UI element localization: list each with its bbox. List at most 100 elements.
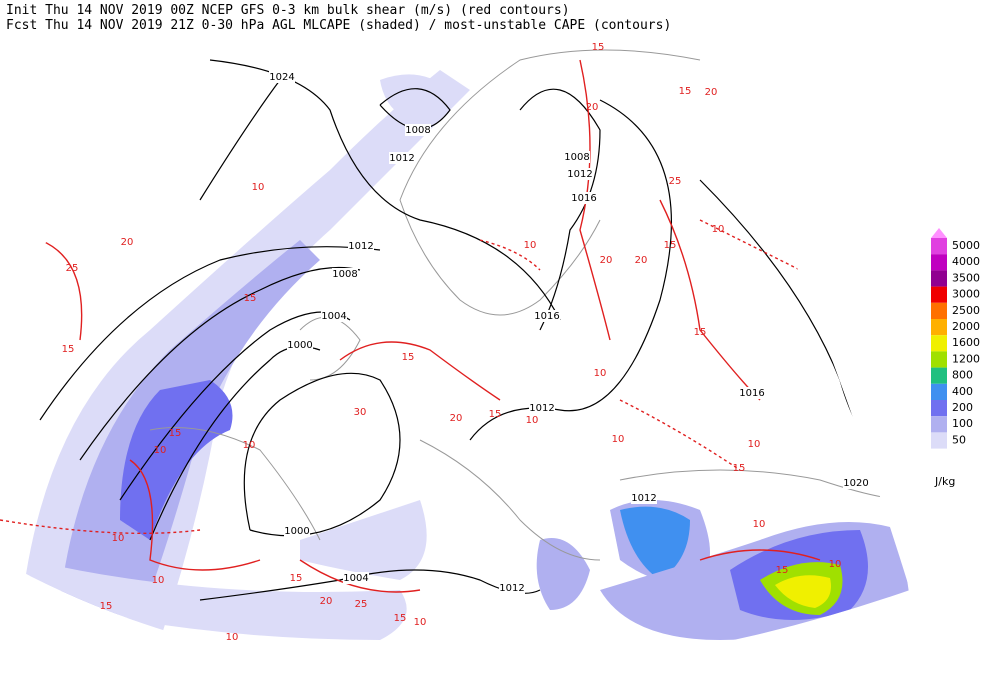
isobar-label: 1008 xyxy=(332,269,357,280)
legend-label: 4000 xyxy=(952,255,980,268)
shear-label: 10 xyxy=(154,445,167,456)
shear-label: 15 xyxy=(402,352,415,363)
isobar-label: 1020 xyxy=(843,478,868,489)
shear-label: 15 xyxy=(394,613,407,624)
legend-label: 400 xyxy=(952,385,973,398)
shear-label: 20 xyxy=(600,255,613,266)
isobar-label: 1008 xyxy=(405,125,430,136)
legend-label: 3500 xyxy=(952,271,980,284)
contour-labels: 1024 1008 1012 1008 1012 1016 1012 1008 1004 1000… xyxy=(62,42,869,643)
isobar-label: 1024 xyxy=(269,72,294,83)
shear-label: 15 xyxy=(664,240,677,251)
shear-label: 10 xyxy=(526,415,539,426)
shear-label: 10 xyxy=(226,632,239,643)
legend-label: 800 xyxy=(952,369,973,382)
isobar-label: 1000 xyxy=(287,340,312,351)
label-bg xyxy=(564,151,590,163)
shear-label: 25 xyxy=(669,176,682,187)
shear-label: 15 xyxy=(100,601,113,612)
label-bg xyxy=(843,477,869,489)
label-bg xyxy=(405,124,431,136)
label-bg xyxy=(332,268,358,280)
legend-label: 1600 xyxy=(952,336,980,349)
legend-label: 5000 xyxy=(952,239,980,252)
legend-swatch xyxy=(931,416,947,433)
legend-label: 50 xyxy=(952,433,966,446)
isobar-label: 1012 xyxy=(631,493,656,504)
legend-swatch xyxy=(931,383,947,400)
isobar-label: 1004 xyxy=(321,311,346,322)
shear-label: 10 xyxy=(829,559,842,570)
shear-label: 15 xyxy=(62,344,75,355)
shear-label: 20 xyxy=(586,102,599,113)
legend-label: 100 xyxy=(952,417,973,430)
shear-label: 10 xyxy=(594,368,607,379)
isobar-label: 1012 xyxy=(529,403,554,414)
label-bg xyxy=(389,152,415,164)
label-bg xyxy=(348,240,374,252)
label-bg xyxy=(631,492,657,504)
isobar-label: 1016 xyxy=(534,311,559,322)
shear-label: 10 xyxy=(753,519,766,530)
shear-label: 10 xyxy=(152,575,165,586)
label-bg xyxy=(534,310,560,322)
legend-label: 1200 xyxy=(952,352,980,365)
legend-label: 2500 xyxy=(952,304,980,317)
shear-label: 10 xyxy=(524,240,537,251)
legend-swatch xyxy=(931,302,947,319)
legend-label: 3000 xyxy=(952,288,980,301)
shear-label: 10 xyxy=(252,182,265,193)
shear-label: 10 xyxy=(243,440,256,451)
label-bg xyxy=(269,71,295,83)
legend-unit: J/kg xyxy=(934,475,955,488)
shear-label: 30 xyxy=(354,407,367,418)
label-bg xyxy=(499,582,525,594)
isobar-label: 1004 xyxy=(343,573,368,584)
legend-swatch xyxy=(931,400,947,417)
shear-label: 10 xyxy=(414,617,427,628)
isobar-label: 1012 xyxy=(389,153,414,164)
header-line: Fcst Thu 14 NOV 2019 21Z 0-30 hPa AGL ML… xyxy=(6,18,671,33)
legend-swatch xyxy=(931,367,947,384)
shear-label: 10 xyxy=(748,439,761,450)
shear-label: 25 xyxy=(355,599,368,610)
legend-swatch xyxy=(931,286,947,303)
shear-label: 20 xyxy=(121,237,134,248)
label-bg xyxy=(284,525,310,537)
shear-label: 15 xyxy=(244,293,257,304)
isobar-label: 1012 xyxy=(499,583,524,594)
shear-label: 15 xyxy=(679,86,692,97)
shear-label: 10 xyxy=(712,224,725,235)
shear-label: 20 xyxy=(450,413,463,424)
shear-label: 15 xyxy=(592,42,605,53)
legend-swatch xyxy=(931,319,947,336)
shear-label: 15 xyxy=(290,573,303,584)
isobar-label: 1016 xyxy=(571,193,596,204)
shear-label: 15 xyxy=(694,327,707,338)
label-bg xyxy=(571,192,597,204)
coastlines xyxy=(149,49,910,561)
label-bg xyxy=(321,310,347,322)
shear-label: 20 xyxy=(635,255,648,266)
isobar-label: 1008 xyxy=(564,152,589,163)
shear-label: 10 xyxy=(112,533,125,544)
legend-swatch xyxy=(931,254,947,271)
label-bg xyxy=(343,572,369,584)
legend-label: 200 xyxy=(952,401,973,414)
shear-label: 15 xyxy=(169,428,182,439)
label-bg xyxy=(739,387,765,399)
legend-label: 2000 xyxy=(952,320,980,333)
label-bg xyxy=(529,402,555,414)
isobar-label: 1016 xyxy=(739,388,764,399)
shear-label: 20 xyxy=(320,596,333,607)
shear-label: 25 xyxy=(66,263,79,274)
shear-label: 10 xyxy=(612,434,625,445)
shear-label: 15 xyxy=(733,463,746,474)
label-bg xyxy=(287,339,313,351)
shear-label: 15 xyxy=(776,565,789,576)
legend-swatch xyxy=(931,270,947,287)
legend-swatch xyxy=(931,238,947,255)
